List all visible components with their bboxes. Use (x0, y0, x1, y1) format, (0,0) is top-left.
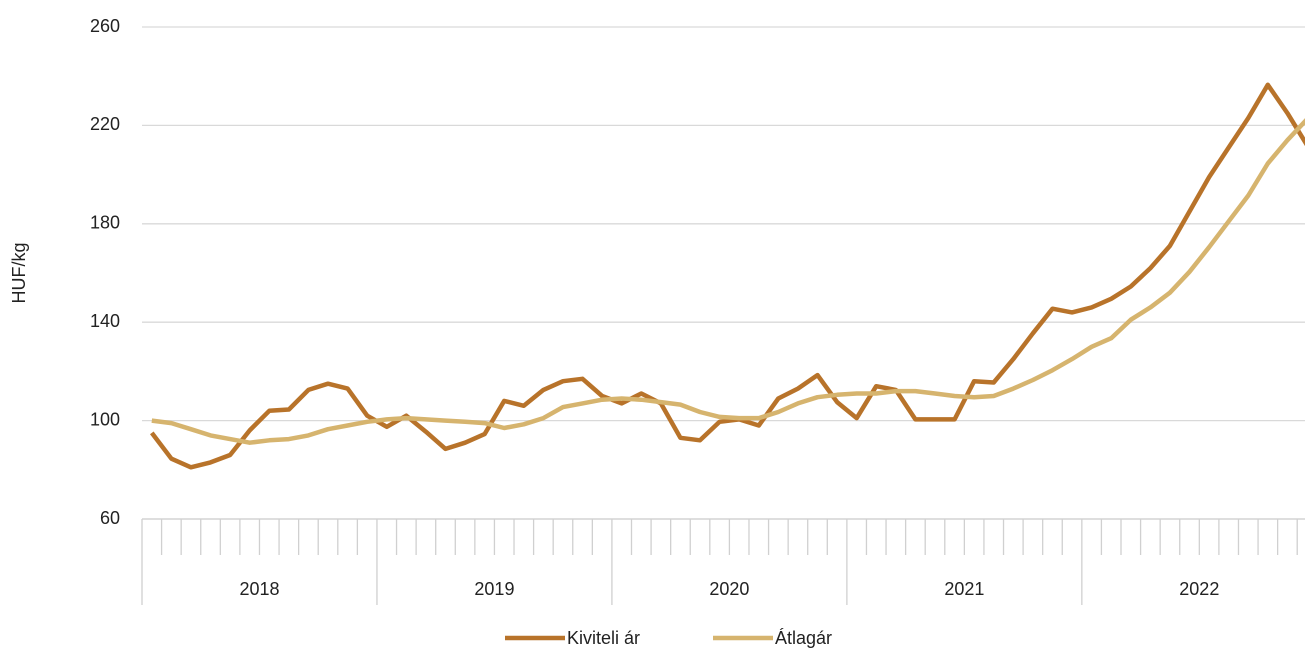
y-axis-label: HUF/kg (9, 242, 29, 303)
legend-label: Kiviteli ár (567, 628, 640, 648)
line-series (151, 118, 1305, 445)
x-year-label: 2021 (944, 579, 984, 599)
x-year-label: 2018 (239, 579, 279, 599)
x-year-label: 2019 (474, 579, 514, 599)
line-series (150, 82, 1305, 470)
y-tick-label: 260 (90, 16, 120, 36)
legend-label: Átlagár (775, 628, 832, 648)
y-tick-label: 60 (100, 508, 120, 528)
y-tick-label: 220 (90, 114, 120, 134)
y-tick-label: 100 (90, 409, 120, 429)
x-year-label: 2022 (1179, 579, 1219, 599)
y-tick-label: 180 (90, 213, 120, 233)
y-tick-label: 140 (90, 311, 120, 331)
x-year-label: 2020 (709, 579, 749, 599)
